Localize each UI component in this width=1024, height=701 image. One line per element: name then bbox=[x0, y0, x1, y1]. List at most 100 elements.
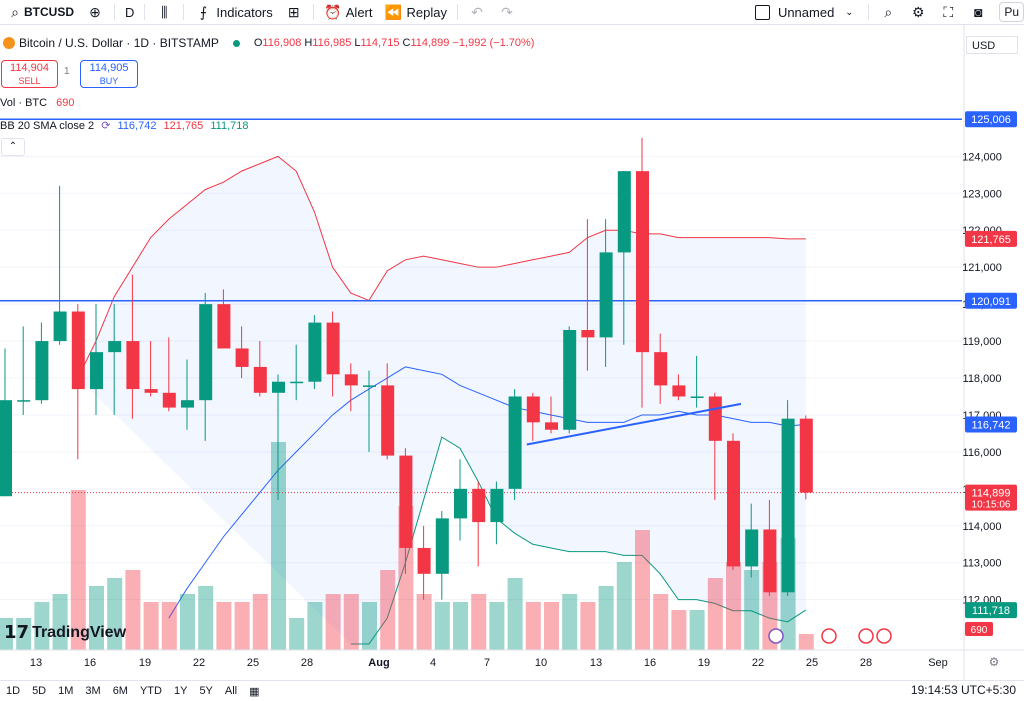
volume-bar bbox=[343, 594, 359, 650]
price-chart[interactable]: 112,000113,000114,000115,000116,000117,0… bbox=[0, 24, 1024, 680]
volume-bar bbox=[434, 602, 450, 650]
range-1m[interactable]: 1M bbox=[58, 685, 74, 697]
quick-search-button[interactable]: ⌕ bbox=[873, 0, 903, 24]
snapshot-button[interactable]: ◙ bbox=[963, 0, 993, 24]
publish-button[interactable]: Pu bbox=[999, 2, 1024, 22]
range-3m[interactable]: 3M bbox=[85, 685, 101, 697]
volume-bar bbox=[798, 634, 814, 650]
brand-name: TradingView bbox=[32, 623, 127, 641]
replay-icon: ⏪ bbox=[384, 3, 403, 20]
range-1y[interactable]: 1Y bbox=[173, 685, 188, 697]
last-price-label: 114,899 bbox=[972, 488, 1011, 500]
volume-bar bbox=[161, 602, 177, 650]
templates-button[interactable]: ⊞ bbox=[279, 0, 309, 24]
candle-body bbox=[308, 322, 322, 382]
candle-body bbox=[35, 341, 49, 401]
bb-lower-line bbox=[350, 436, 807, 645]
hline-mid-label-bg bbox=[965, 292, 1017, 309]
close-label: C bbox=[402, 37, 411, 49]
alert-label: Alert bbox=[345, 4, 373, 20]
volume-bar bbox=[125, 570, 141, 650]
currency-selector[interactable]: USD bbox=[966, 36, 1018, 54]
time-tick: Sep bbox=[928, 657, 948, 669]
candle-body bbox=[599, 252, 613, 338]
time-tick: 7 bbox=[484, 657, 490, 669]
compare-button[interactable]: ⊕ bbox=[80, 0, 110, 24]
trend-line bbox=[526, 402, 742, 446]
time-tick: 16 bbox=[84, 657, 96, 669]
fullscreen-button[interactable]: ⛶ bbox=[933, 0, 963, 24]
range-all[interactable]: All bbox=[224, 685, 238, 697]
low-label: L bbox=[354, 37, 361, 49]
time-axis: 13 16 19 22 25 28 Aug 4 7 10 13 16 19 22 25 28 Sep ⚙ bbox=[0, 649, 1024, 669]
chart-type-button[interactable]: ⫼ bbox=[149, 0, 179, 24]
volume-bar bbox=[726, 562, 741, 650]
volume-bar bbox=[70, 490, 86, 650]
legend-title: Bitcoin / U.S. Dollar · 1D · BITSTAMP bbox=[19, 36, 219, 50]
last-price-label-bg bbox=[965, 484, 1017, 511]
buy-button[interactable]: 114,905 BUY bbox=[80, 60, 138, 88]
candle-body bbox=[199, 304, 213, 401]
candle-body bbox=[144, 389, 158, 393]
time-tick: 25 bbox=[806, 657, 818, 669]
undo-icon: ↶ bbox=[471, 3, 483, 20]
candle-body bbox=[381, 385, 395, 456]
range-6m[interactable]: 6M bbox=[112, 685, 128, 697]
volume-bar bbox=[416, 594, 432, 650]
settings-button[interactable]: ⚙ bbox=[903, 0, 933, 24]
indicators-button[interactable]: ⨍ Indicators bbox=[188, 0, 278, 24]
divider bbox=[114, 4, 115, 20]
time-tick: 16 bbox=[644, 657, 656, 669]
divider bbox=[312, 4, 314, 20]
calendar-icon[interactable]: ▦ bbox=[249, 685, 260, 698]
volume-bar bbox=[507, 578, 523, 650]
divider bbox=[868, 4, 870, 20]
candle-body bbox=[363, 385, 376, 387]
layout-button[interactable]: Unnamed ⌄ bbox=[749, 0, 864, 24]
volume-legend[interactable]: Vol · BTC 690 bbox=[0, 97, 75, 109]
candle-body bbox=[636, 171, 649, 353]
alert-button[interactable]: ⏰ Alert bbox=[318, 0, 379, 24]
trend-line bbox=[526, 402, 742, 446]
volume-bar bbox=[216, 602, 232, 650]
undo-button[interactable]: ↶ bbox=[462, 0, 492, 24]
bb-basis-value: 116,742 bbox=[117, 120, 157, 132]
price-labels: 125,006 120,091 121,765 116,742 114,89910:15… bbox=[768, 111, 1017, 644]
volume-bar bbox=[453, 602, 468, 650]
range-5y[interactable]: 5Y bbox=[199, 685, 213, 697]
time-tick: 19 bbox=[139, 657, 151, 669]
buy-price: 114,905 bbox=[89, 62, 129, 74]
time-tick: 13 bbox=[590, 657, 602, 669]
bb-legend[interactable]: BB 20 SMA close 2 ⟳ 116,742 121,765 111,… bbox=[0, 119, 249, 132]
volume-bar bbox=[635, 530, 650, 650]
buy-label: BUY bbox=[99, 76, 119, 86]
volume-bar bbox=[34, 602, 50, 650]
redo-button[interactable]: ↷ bbox=[492, 0, 522, 24]
volume-bar bbox=[307, 602, 323, 650]
candle-body bbox=[162, 392, 176, 408]
symbol-search[interactable]: ⌕ BTCUSD bbox=[0, 0, 80, 24]
clock: 19:14:53 UTC+5:30 bbox=[910, 683, 1016, 697]
divider bbox=[144, 4, 146, 20]
candle-body bbox=[17, 400, 31, 402]
volume-bar bbox=[471, 594, 487, 650]
fullscreen-icon: ⛶ bbox=[943, 3, 954, 20]
candle-body bbox=[763, 529, 777, 593]
range-ytd[interactable]: YTD bbox=[139, 685, 162, 697]
range-1d[interactable]: 1D bbox=[6, 685, 21, 697]
price-tick: 121,000 bbox=[962, 262, 1002, 274]
range-5d[interactable]: 5D bbox=[32, 685, 47, 697]
volume-bar bbox=[198, 586, 214, 650]
sell-button[interactable]: 114,904 SELL bbox=[1, 60, 58, 88]
volume-bar bbox=[180, 594, 195, 650]
candle-body bbox=[563, 329, 577, 430]
volume-bar bbox=[525, 602, 541, 650]
hline-mid-label: 120,091 bbox=[971, 296, 1011, 308]
volume-bar bbox=[143, 602, 159, 650]
candle-body bbox=[745, 529, 759, 567]
time-tick: 25 bbox=[247, 657, 259, 669]
replay-button[interactable]: ⏪ Replay bbox=[379, 0, 453, 24]
interval-button[interactable]: D bbox=[119, 0, 140, 24]
volume-bar bbox=[89, 586, 104, 650]
collapse-legend-button[interactable]: ⌃ bbox=[1, 138, 25, 156]
